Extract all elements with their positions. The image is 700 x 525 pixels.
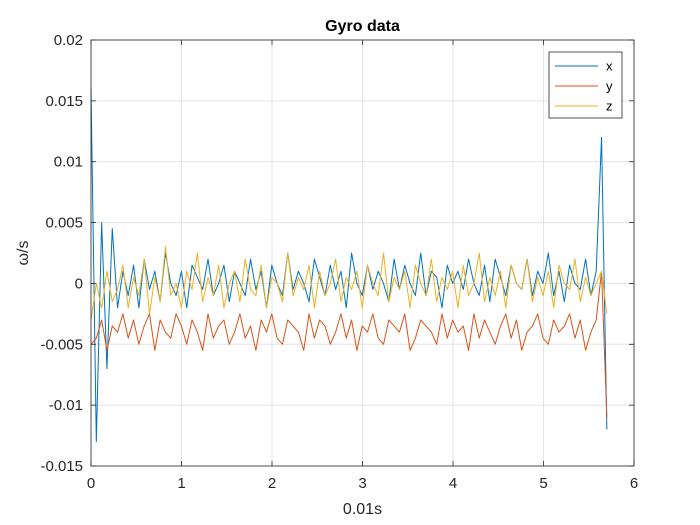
y-tick-label: 0.005: [45, 215, 83, 232]
series-line-z: [90, 246, 608, 321]
legend-box: [548, 51, 623, 119]
y-axis-label: ω/s: [15, 241, 32, 266]
series-lines: [90, 88, 608, 443]
y-tick-label: 0.015: [45, 93, 83, 110]
y-tick-label: -0.005: [40, 336, 83, 353]
chart-title: Gyro data: [325, 18, 400, 35]
x-tick-label: 4: [449, 475, 457, 492]
y-tick-label: 0: [75, 275, 83, 292]
legend-label-y: y: [606, 79, 613, 94]
y-tick-label: -0.01: [49, 397, 83, 414]
y-tick-label: 0.01: [54, 154, 83, 171]
series-line-y: [90, 270, 608, 418]
legend-label-z: z: [606, 99, 613, 114]
x-tick-label: 6: [630, 475, 638, 492]
y-tick-label: -0.015: [40, 458, 83, 475]
x-axis-label: 0.01s: [343, 501, 382, 518]
x-tick-label: 0: [87, 475, 95, 492]
x-tick-label: 3: [358, 475, 366, 492]
x-tick-label: 2: [268, 475, 276, 492]
axis-ticks: 0 1 2 3 4 5 6 -0.015 -0.01 -0.005 0 0.005 0.01 0.015 0…: [40, 32, 638, 492]
y-tick-label: 0.02: [54, 32, 83, 49]
x-tick-label: 1: [177, 475, 185, 492]
legend-label-x: x: [606, 59, 613, 74]
x-tick-label: 5: [539, 475, 547, 492]
legend: x y z: [548, 51, 623, 119]
